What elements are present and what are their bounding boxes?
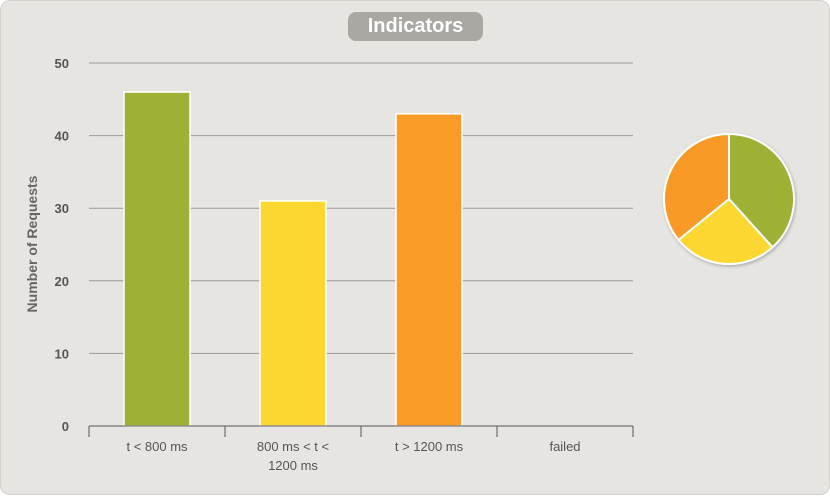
y-tick-label: 20 bbox=[55, 274, 69, 289]
pie-slices bbox=[663, 132, 795, 265]
bar bbox=[123, 91, 191, 427]
bar bbox=[395, 113, 463, 427]
x-tick-label: t < 800 ms bbox=[126, 439, 188, 454]
x-tick-label-line: t < 800 ms bbox=[126, 439, 188, 454]
y-tick-label: 50 bbox=[55, 56, 69, 71]
y-axis: 0 10 20 30 40 50 bbox=[55, 56, 69, 434]
x-tick-label: t > 1200 ms bbox=[395, 439, 464, 454]
y-tick-label: 10 bbox=[55, 346, 69, 361]
y-tick-label: 0 bbox=[62, 419, 69, 434]
pie-slice bbox=[677, 197, 774, 265]
x-axis: t < 800 ms 800 ms < t < 1200 ms t > 1200 ms… bbox=[88, 425, 634, 473]
chart-title: Indicators bbox=[348, 12, 483, 41]
x-tick-label: failed bbox=[549, 439, 580, 454]
x-tick-label-line: 800 ms < t < bbox=[257, 439, 329, 454]
pie-chart bbox=[663, 132, 795, 265]
y-tick-label: 40 bbox=[55, 129, 69, 144]
y-axis-label: Number of Requests bbox=[24, 175, 40, 312]
bar bbox=[259, 200, 327, 427]
x-tick-label-line: 1200 ms bbox=[268, 458, 318, 473]
pie-slice bbox=[663, 132, 730, 242]
x-tick-label-line: failed bbox=[549, 439, 580, 454]
y-tick-label: 30 bbox=[55, 201, 69, 216]
pie-slice bbox=[728, 132, 795, 249]
bars bbox=[123, 91, 463, 427]
x-tick-label-line: t > 1200 ms bbox=[395, 439, 464, 454]
x-tick-label: 800 ms < t < 1200 ms bbox=[257, 439, 329, 473]
